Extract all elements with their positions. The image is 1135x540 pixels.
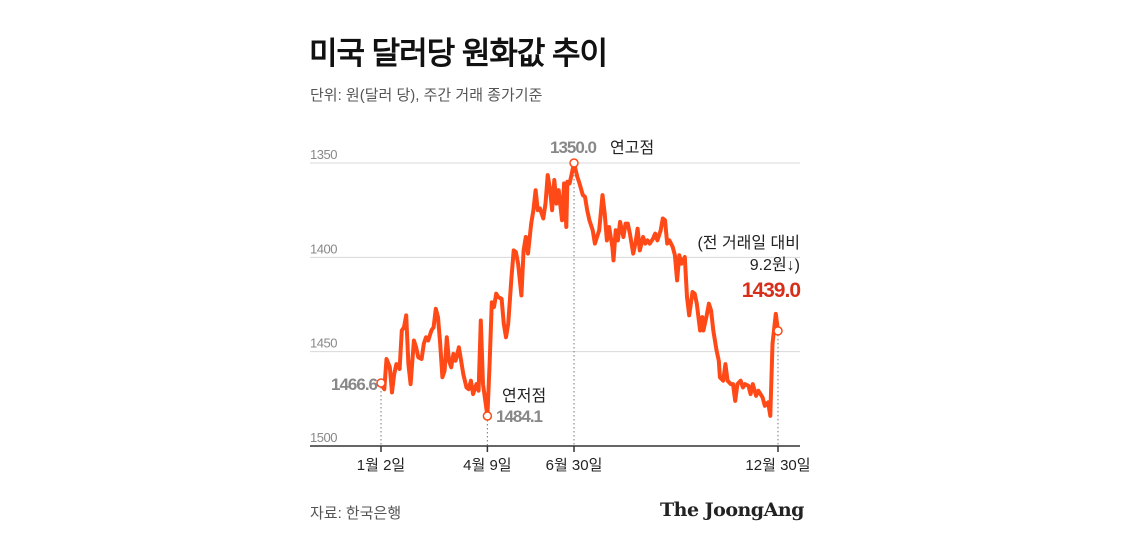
marker-low: [482, 411, 493, 421]
marker-start: [376, 378, 386, 388]
end-value-label: 1439.0: [742, 279, 801, 302]
y-tick-label: 1350: [310, 147, 337, 162]
marker-end: [773, 326, 783, 336]
chart-subtitle: 단위: 원(달러 당), 주간 거래 종가기준: [310, 87, 543, 104]
source-note: 자료: 한국은행: [310, 505, 402, 522]
y-tick-label: 1500: [310, 430, 337, 445]
start-value-label: 1466.6: [331, 375, 378, 394]
high-value-label: 1350.0: [550, 138, 597, 157]
low-value-label: 1484.1: [496, 407, 543, 426]
change-amount: 9.2원↓): [750, 256, 800, 274]
chart-title: 미국 달러당 원화값 추이: [309, 36, 608, 71]
x-tick-label: 12월 30일: [745, 457, 810, 474]
x-tick-label: 4월 9일: [463, 457, 511, 474]
x-tick-label: 6월 30일: [546, 457, 603, 474]
change-note: (전 거래일 대비: [697, 234, 800, 252]
series-line: [379, 161, 780, 418]
publisher-logo: The JoongAng: [660, 499, 804, 521]
marker-high: [569, 158, 579, 168]
y-tick-label: 1400: [310, 241, 337, 256]
low-note: 연저점: [502, 387, 546, 405]
x-tick-label: 1월 2일: [357, 457, 405, 474]
high-note: 연고점: [610, 139, 654, 157]
y-tick-label: 1450: [310, 336, 337, 351]
